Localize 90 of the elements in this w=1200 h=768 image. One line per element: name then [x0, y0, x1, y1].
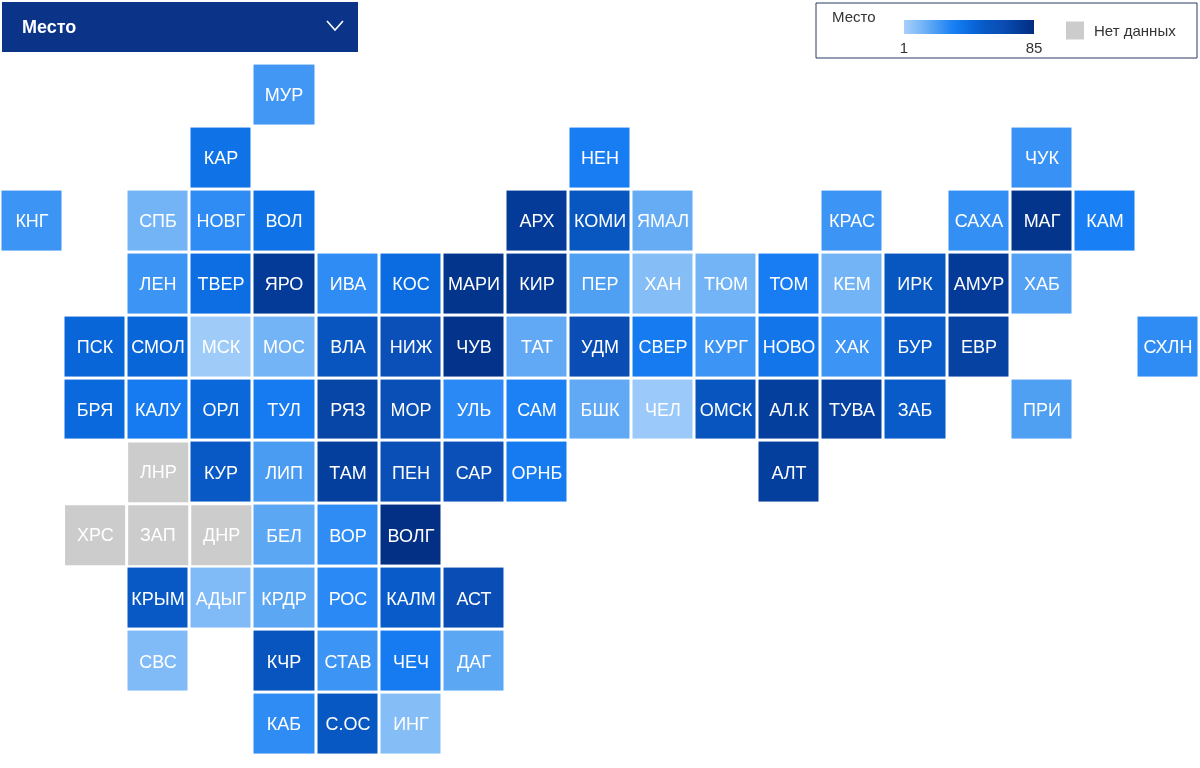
data-label: КАБ — [266, 713, 302, 734]
data-label: КЕМ — [833, 273, 871, 294]
color-bar-label: 1 — [899, 38, 909, 56]
text: Нет данных — [1094, 22, 1177, 39]
data-label: СВС — [139, 651, 177, 672]
data-label: С.ОС — [325, 713, 371, 734]
data-label: КНГ — [15, 210, 49, 231]
data-label: АСТ — [456, 588, 492, 609]
data-label: АМУР — [953, 273, 1005, 294]
data-label: АЛТ — [771, 462, 807, 483]
data-label: СПБ — [139, 210, 177, 231]
data-label: ОРЛ — [202, 399, 240, 420]
color-bar-title: Место — [832, 8, 876, 25]
data-label: ИВА — [329, 273, 367, 294]
data-label: НОВГ — [196, 210, 246, 231]
data-label: БРЯ — [76, 399, 114, 420]
data-label: КРЫМ — [131, 588, 185, 609]
data-label: КАР — [203, 147, 239, 168]
data-label: ХАБ — [1024, 273, 1060, 294]
data-label: ТАМ — [329, 462, 367, 483]
data-label: СТАВ — [324, 651, 372, 672]
data-label: САХА — [954, 210, 1004, 231]
data-label: ПЕР — [581, 273, 619, 294]
data-label: ПРИ — [1023, 399, 1061, 420]
data-label: КАЛУ — [134, 399, 182, 420]
data-label: ИНГ — [393, 713, 430, 734]
data-label: УЛЬ — [456, 399, 492, 420]
data-label: ТВЕР — [197, 273, 245, 294]
data-label: ВОЛ — [265, 210, 303, 231]
data-label: РЯЗ — [330, 399, 366, 420]
data-label: НИЖ — [389, 336, 433, 357]
data-label: ТЮМ — [703, 273, 749, 294]
data-label: ЛИП — [265, 462, 303, 483]
data-label: АЛ.К — [769, 399, 810, 420]
chart-title: Место — [22, 17, 77, 37]
data-label: ЧЕЛ — [645, 399, 681, 420]
data-label: ПСК — [76, 336, 114, 357]
data-label: БШК — [580, 399, 620, 420]
data-label: ЯРО — [264, 273, 304, 294]
data-label: ТУВА — [829, 399, 875, 420]
color-bar-label: 85 — [1025, 38, 1043, 56]
data-label: КАМ — [1086, 210, 1124, 231]
data-label: ТУЛ — [267, 399, 301, 420]
data-label: САМ — [517, 399, 557, 420]
data-label: МАРИ — [448, 273, 500, 294]
data-label: ВЛА — [330, 336, 366, 357]
data-label: ТОМ — [769, 273, 809, 294]
data-label: ЧЕЧ — [393, 651, 429, 672]
data-label: КОМИ — [573, 210, 627, 231]
data-label: МОС — [263, 336, 305, 357]
data-label: ЯМАЛ — [636, 210, 690, 231]
data-label: АРХ — [519, 210, 555, 231]
data-label: ЕВР — [960, 336, 998, 357]
data-label: ВОЛГ — [387, 525, 435, 546]
data-label: МАГ — [1023, 210, 1061, 231]
data-label: НЕН — [580, 147, 620, 168]
data-label: ДАГ — [457, 651, 492, 672]
data-label: КАЛМ — [386, 588, 436, 609]
data-label: ЗАБ — [897, 399, 933, 420]
data-label: КЧР — [266, 651, 302, 672]
data-label: СМОЛ — [131, 336, 185, 357]
data-label: КИР — [519, 273, 555, 294]
data-label: СВЕР — [638, 336, 688, 357]
data-label: ХАН — [644, 273, 682, 294]
data-label: МСК — [201, 336, 241, 357]
data-label: АДЫГ — [195, 588, 247, 609]
data-label: НОВО — [762, 336, 816, 357]
data-label: ЧУВ — [456, 336, 492, 357]
data-label: МОР — [390, 399, 432, 420]
data-label: БУР — [897, 336, 933, 357]
data-label: МУР — [264, 84, 304, 105]
data-label: ПЕН — [392, 462, 430, 483]
data-label: ВОР — [329, 525, 367, 546]
data-label: ИРК — [897, 273, 934, 294]
data-label: ТАТ — [521, 336, 553, 357]
data-label: УДМ — [581, 336, 619, 357]
data-label: КОС — [392, 273, 430, 294]
data-label: СХЛН — [1143, 336, 1193, 357]
data-label: ЧУК — [1025, 147, 1060, 168]
data-label: БЕЛ — [266, 525, 302, 546]
data-label: КРАС — [829, 210, 875, 231]
data-label: РОС — [328, 588, 368, 609]
data-label: ЛЕН — [139, 273, 177, 294]
data-label: КУР — [203, 462, 239, 483]
data-label: КРДР — [261, 588, 307, 609]
data-label: ОМСК — [699, 399, 753, 420]
data-label: САР — [455, 462, 493, 483]
data-label: ОРНБ — [511, 462, 563, 483]
data-label: КУРГ — [704, 336, 749, 357]
data-label: ХАК — [834, 336, 870, 357]
